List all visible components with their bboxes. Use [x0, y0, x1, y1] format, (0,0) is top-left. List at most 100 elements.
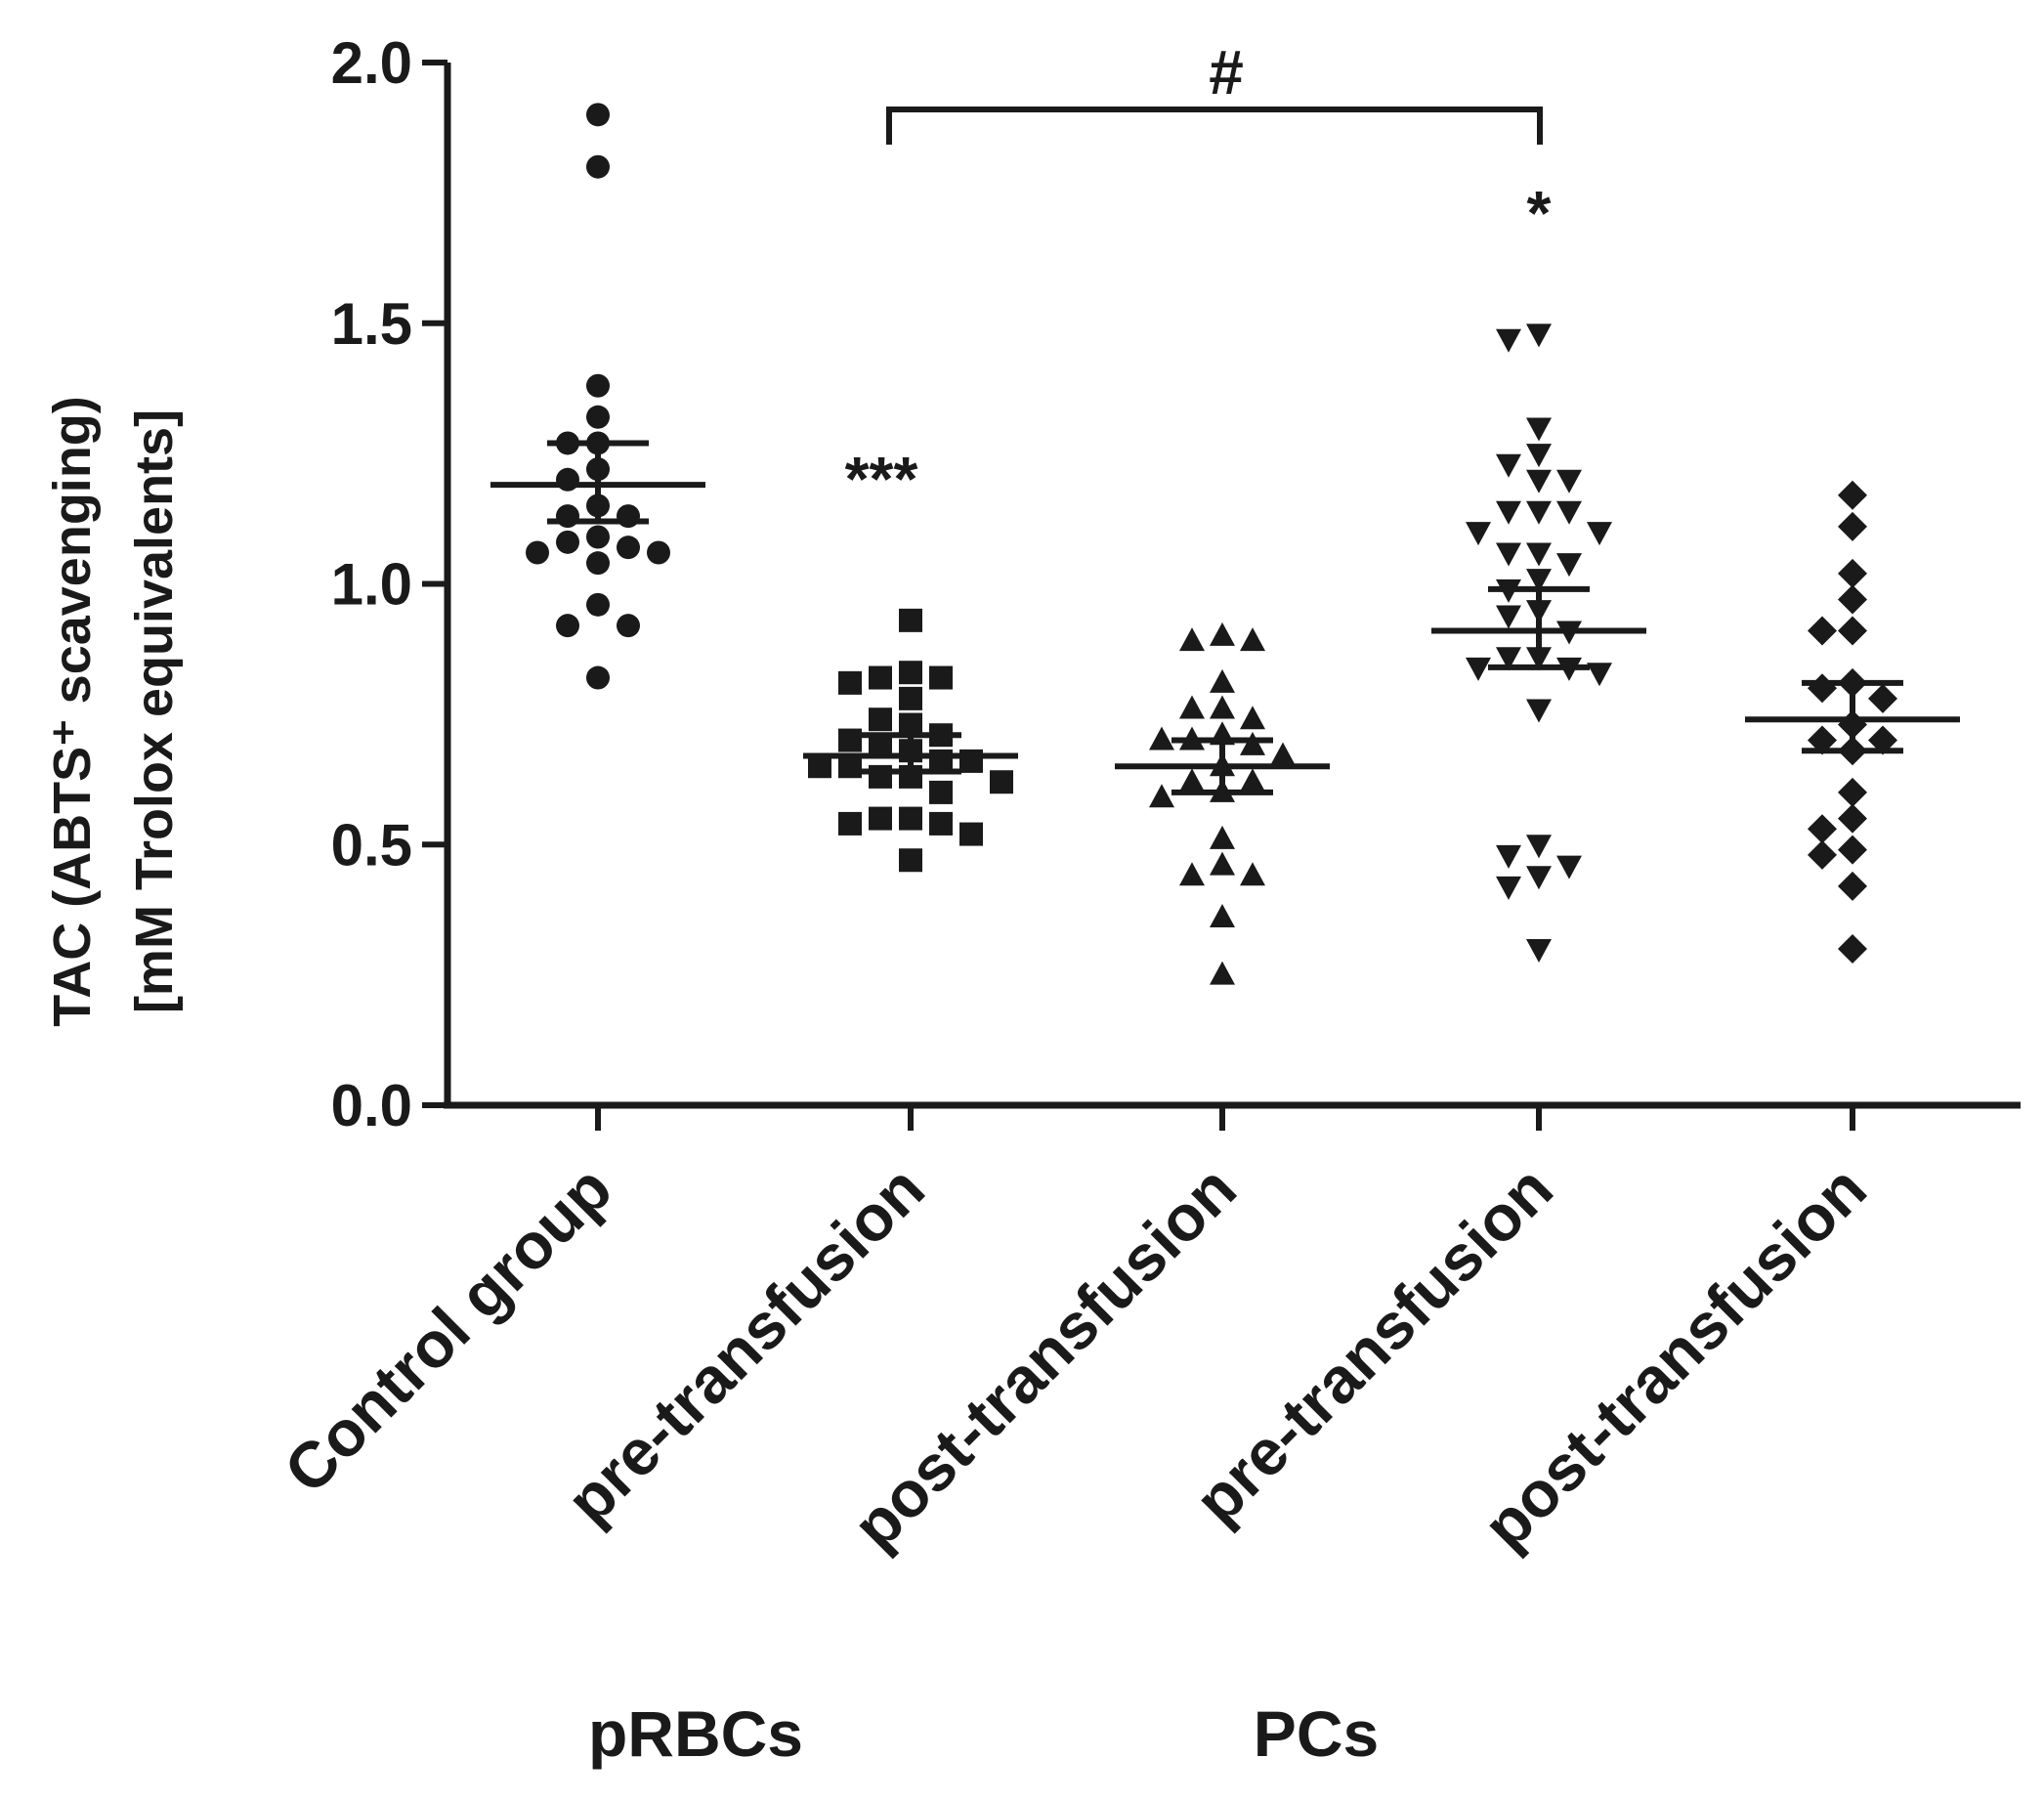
y-ticks: 0.0 0.5 1.0 1.5 2.0: [331, 30, 447, 1138]
data-point-diamond: [1838, 511, 1867, 541]
axes: [444, 63, 2021, 1109]
group-label-prbcs: pRBCs: [588, 1697, 803, 1770]
data-point-circle: [586, 551, 610, 576]
data-point-diamond: [1838, 584, 1867, 615]
data-point-triangle-down: [1496, 542, 1521, 567]
data-point-triangle-up: [1149, 726, 1174, 750]
x-category-label: Control group: [271, 1152, 625, 1507]
data-point-triangle-up: [1149, 784, 1174, 808]
data-point-diamond: [1808, 616, 1837, 646]
data-point-triangle-down: [1526, 866, 1552, 890]
data-point-square: [929, 665, 953, 690]
data-point-square: [899, 806, 922, 831]
data-point-diamond: [1808, 839, 1837, 870]
data-point-diamond: [1838, 777, 1867, 807]
data-point-square: [899, 661, 922, 685]
data-point-square: [929, 811, 953, 836]
y-tick-label: 1.5: [331, 291, 412, 357]
data-point-circle: [647, 540, 670, 565]
data-point-circle: [586, 525, 610, 549]
data-point-triangle-down: [1587, 522, 1612, 546]
data-point-triangle-down: [1496, 876, 1521, 900]
data-point-square: [869, 708, 892, 732]
data-point-triangle-up: [1210, 695, 1235, 719]
data-point-triangle-down: [1526, 835, 1552, 859]
data-point-square: [899, 686, 922, 710]
data-point-circle: [556, 614, 579, 638]
data-point-triangle-up: [1179, 695, 1205, 719]
data-point-triangle-down: [1587, 663, 1612, 687]
data-point-triangle-up: [1270, 742, 1296, 766]
data-point-triangle-down: [1526, 323, 1552, 348]
data-point-triangle-up: [1240, 731, 1265, 755]
data-point-triangle-down: [1556, 469, 1582, 493]
y-tick-label: 2.0: [331, 30, 412, 96]
data-point-circle: [586, 154, 610, 179]
data-point-triangle-down: [1466, 657, 1491, 681]
data-point-circle: [617, 504, 640, 529]
mean-sem-bars: [490, 440, 1960, 795]
data-point-triangle-up: [1240, 768, 1265, 793]
data-point-triangle-down: [1526, 938, 1552, 963]
data-point-triangle-down: [1526, 444, 1552, 468]
data-point-square: [838, 670, 862, 695]
x-category-labels: Control grouppre-transfusionpost-transfu…: [271, 1105, 1880, 1563]
data-point-triangle-down: [1496, 647, 1521, 671]
data-point-circle: [556, 530, 579, 554]
y-axis-label-line2: [mM Trolox equivalents]: [125, 409, 184, 1013]
data-point-square: [929, 780, 953, 804]
data-point-circle: [556, 504, 579, 529]
data-point-circle: [586, 405, 610, 429]
data-point-triangle-up: [1179, 768, 1205, 793]
data-point-triangle-down: [1526, 699, 1552, 723]
data-point-triangle-up: [1179, 627, 1205, 652]
significance-star-pc-pre: *: [1527, 178, 1552, 248]
data-point-square: [869, 764, 892, 789]
data-point-triangle-down: [1556, 553, 1582, 578]
data-point-diamond: [1838, 480, 1867, 510]
data-point-triangle-down: [1526, 542, 1552, 567]
data-point-circle: [586, 665, 610, 690]
data-point-triangle-down: [1466, 522, 1491, 546]
data-point-diamond: [1838, 835, 1867, 865]
data-point-triangle-up: [1210, 851, 1235, 876]
data-point-triangle-down: [1526, 500, 1552, 525]
data-point-triangle-up: [1240, 627, 1265, 652]
data-point-square: [838, 811, 862, 836]
data-point-square: [959, 822, 983, 846]
data-point-diamond: [1868, 725, 1897, 755]
data-point-triangle-down: [1526, 469, 1552, 493]
data-point-circle: [586, 592, 610, 617]
data-point-square: [869, 806, 892, 831]
data-point-diamond: [1838, 558, 1867, 588]
group-label-pcs: PCs: [1254, 1697, 1379, 1770]
data-point-square: [959, 749, 983, 773]
data-point-triangle-down: [1556, 500, 1582, 525]
data-point-diamond: [1838, 616, 1867, 646]
data-point-circle: [617, 614, 640, 638]
data-point-diamond: [1868, 683, 1897, 713]
data-point-diamond: [1838, 803, 1867, 834]
data-point-triangle-down: [1496, 844, 1521, 869]
data-point-triangle-down: [1556, 855, 1582, 879]
data-point-triangle-down: [1496, 328, 1521, 353]
y-tick-label: 1.0: [331, 552, 412, 618]
data-point-triangle-up: [1210, 622, 1235, 646]
data-point-triangle-down: [1526, 417, 1552, 442]
data-point-circle: [586, 103, 610, 127]
data-point-triangle-down: [1496, 605, 1521, 629]
data-point-diamond: [1808, 814, 1837, 844]
data-point-triangle-up: [1210, 668, 1235, 693]
data-point-triangle-up: [1210, 961, 1235, 985]
group-labels: pRBCs PCs: [588, 1697, 1379, 1770]
bracket-label-hash: #: [1209, 37, 1244, 107]
significance-bracket: [886, 107, 1543, 145]
data-point-circle: [586, 373, 610, 398]
significance-stars-prbc-pre: ***: [845, 444, 918, 514]
data-point-diamond: [1808, 725, 1837, 755]
y-tick-label: 0.5: [331, 812, 412, 878]
data-point-circle: [526, 540, 549, 565]
data-point-triangle-up: [1210, 825, 1235, 849]
data-point-square: [990, 770, 1013, 794]
